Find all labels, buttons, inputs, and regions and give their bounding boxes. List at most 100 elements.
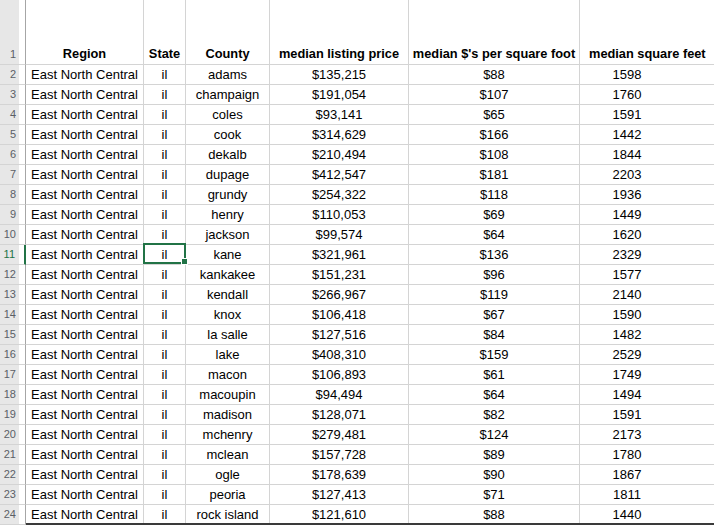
cell-median-listing-price[interactable]: $127,413: [270, 485, 409, 505]
cell-county[interactable]: madison: [186, 405, 270, 425]
cell-price-per-square-foot[interactable]: $84: [409, 325, 580, 345]
cell-median-square-feet[interactable]: 2173: [580, 425, 714, 445]
cell-region[interactable]: East North Central: [26, 85, 144, 105]
cell-region[interactable]: East North Central: [26, 325, 144, 345]
cell-median-listing-price[interactable]: $254,322: [270, 185, 409, 205]
row-number[interactable]: 10: [0, 225, 26, 245]
cell-state[interactable]: il: [144, 405, 186, 425]
cell-median-listing-price[interactable]: $135,215: [270, 65, 409, 85]
cell-median-listing-price[interactable]: $94,494: [270, 385, 409, 405]
cell-median-listing-price[interactable]: $127,516: [270, 325, 409, 345]
cell-county[interactable]: knox: [186, 305, 270, 325]
cell-price-per-square-foot[interactable]: $166: [409, 125, 580, 145]
row-number[interactable]: 11: [0, 245, 26, 265]
cell-median-square-feet[interactable]: 2529: [580, 345, 714, 365]
cell-county[interactable]: coles: [186, 105, 270, 125]
cell-median-listing-price[interactable]: $99,574: [270, 225, 409, 245]
cell-price-per-square-foot[interactable]: $159: [409, 345, 580, 365]
cell-county[interactable]: henry: [186, 205, 270, 225]
cell-median-square-feet[interactable]: 1449: [580, 205, 714, 225]
cell-state[interactable]: il: [144, 425, 186, 445]
cell-region[interactable]: East North Central: [26, 465, 144, 485]
cell-median-listing-price[interactable]: $128,071: [270, 405, 409, 425]
cell-median-square-feet[interactable]: 1442: [580, 125, 714, 145]
cell-county[interactable]: macoupin: [186, 385, 270, 405]
cell-region[interactable]: East North Central: [26, 345, 144, 365]
cell-median-listing-price[interactable]: $151,231: [270, 265, 409, 285]
cell-county[interactable]: cook: [186, 125, 270, 145]
row-number[interactable]: 15: [0, 325, 26, 345]
cell-median-square-feet[interactable]: 1936: [580, 185, 714, 205]
cell-price-per-square-foot[interactable]: $118: [409, 185, 580, 205]
cell-region[interactable]: East North Central: [26, 385, 144, 405]
cell-state[interactable]: il: [144, 385, 186, 405]
column-header-median-listing-price[interactable]: median listing price: [270, 0, 409, 65]
cell-price-per-square-foot[interactable]: $67: [409, 305, 580, 325]
cell-county[interactable]: jackson: [186, 225, 270, 245]
column-header-state[interactable]: State: [144, 0, 186, 65]
row-number[interactable]: 22: [0, 465, 26, 485]
row-number[interactable]: 2: [0, 65, 26, 85]
cell-median-listing-price[interactable]: $279,481: [270, 425, 409, 445]
cell-county[interactable]: kankakee: [186, 265, 270, 285]
cell-region[interactable]: East North Central: [26, 305, 144, 325]
cell-state[interactable]: il: [144, 345, 186, 365]
cell-median-square-feet[interactable]: 1867: [580, 465, 714, 485]
cell-region[interactable]: East North Central: [26, 185, 144, 205]
cell-region[interactable]: East North Central: [26, 405, 144, 425]
cell-region[interactable]: East North Central: [26, 265, 144, 285]
row-number[interactable]: 21: [0, 445, 26, 465]
cell-median-square-feet[interactable]: 2140: [580, 285, 714, 305]
cell-county[interactable]: mchenry: [186, 425, 270, 445]
cell-county[interactable]: macon: [186, 365, 270, 385]
cell-price-per-square-foot[interactable]: $107: [409, 85, 580, 105]
cell-median-square-feet[interactable]: 2329: [580, 245, 714, 265]
cell-median-square-feet[interactable]: 1591: [580, 105, 714, 125]
cell-median-square-feet[interactable]: 1482: [580, 325, 714, 345]
cell-county[interactable]: lake: [186, 345, 270, 365]
cell-median-square-feet[interactable]: 1598: [580, 65, 714, 85]
cell-county[interactable]: grundy: [186, 185, 270, 205]
cell-price-per-square-foot[interactable]: $88: [409, 65, 580, 85]
cell-median-square-feet[interactable]: 1494: [580, 385, 714, 405]
cell-county[interactable]: champaign: [186, 85, 270, 105]
cell-state[interactable]: il: [144, 185, 186, 205]
row-number[interactable]: 19: [0, 405, 26, 425]
column-header-price-per-square-foot[interactable]: median $'s per square foot: [409, 0, 580, 65]
cell-region[interactable]: East North Central: [26, 425, 144, 445]
column-header-median-square-feet[interactable]: median square feet: [580, 0, 714, 65]
cell-region[interactable]: East North Central: [26, 145, 144, 165]
cell-price-per-square-foot[interactable]: $181: [409, 165, 580, 185]
row-number[interactable]: 3: [0, 85, 26, 105]
cell-median-listing-price[interactable]: $110,053: [270, 205, 409, 225]
cell-region[interactable]: East North Central: [26, 445, 144, 465]
cell-price-per-square-foot[interactable]: $119: [409, 285, 580, 305]
cell-region[interactable]: East North Central: [26, 505, 144, 525]
row-number[interactable]: 24: [0, 505, 26, 525]
row-number[interactable]: 7: [0, 165, 26, 185]
cell-price-per-square-foot[interactable]: $90: [409, 465, 580, 485]
cell-median-listing-price[interactable]: $408,310: [270, 345, 409, 365]
cell-state[interactable]: il: [144, 145, 186, 165]
cell-state[interactable]: il: [144, 205, 186, 225]
cell-price-per-square-foot[interactable]: $64: [409, 225, 580, 245]
cell-median-listing-price[interactable]: $93,141: [270, 105, 409, 125]
cell-region[interactable]: East North Central: [26, 205, 144, 225]
cell-county[interactable]: adams: [186, 65, 270, 85]
cell-county[interactable]: rock island: [186, 505, 270, 525]
cell-price-per-square-foot[interactable]: $96: [409, 265, 580, 285]
cell-region[interactable]: East North Central: [26, 365, 144, 385]
cell-price-per-square-foot[interactable]: $69: [409, 205, 580, 225]
row-number[interactable]: 6: [0, 145, 26, 165]
cell-region[interactable]: East North Central: [26, 245, 144, 265]
cell-county[interactable]: la salle: [186, 325, 270, 345]
row-number[interactable]: 12: [0, 265, 26, 285]
cell-price-per-square-foot[interactable]: $108: [409, 145, 580, 165]
cell-state[interactable]: il: [144, 225, 186, 245]
cell-median-listing-price[interactable]: $314,629: [270, 125, 409, 145]
cell-median-listing-price[interactable]: $106,893: [270, 365, 409, 385]
cell-region[interactable]: East North Central: [26, 125, 144, 145]
cell-region[interactable]: East North Central: [26, 105, 144, 125]
cell-county[interactable]: mclean: [186, 445, 270, 465]
column-header-county[interactable]: County: [186, 0, 270, 65]
